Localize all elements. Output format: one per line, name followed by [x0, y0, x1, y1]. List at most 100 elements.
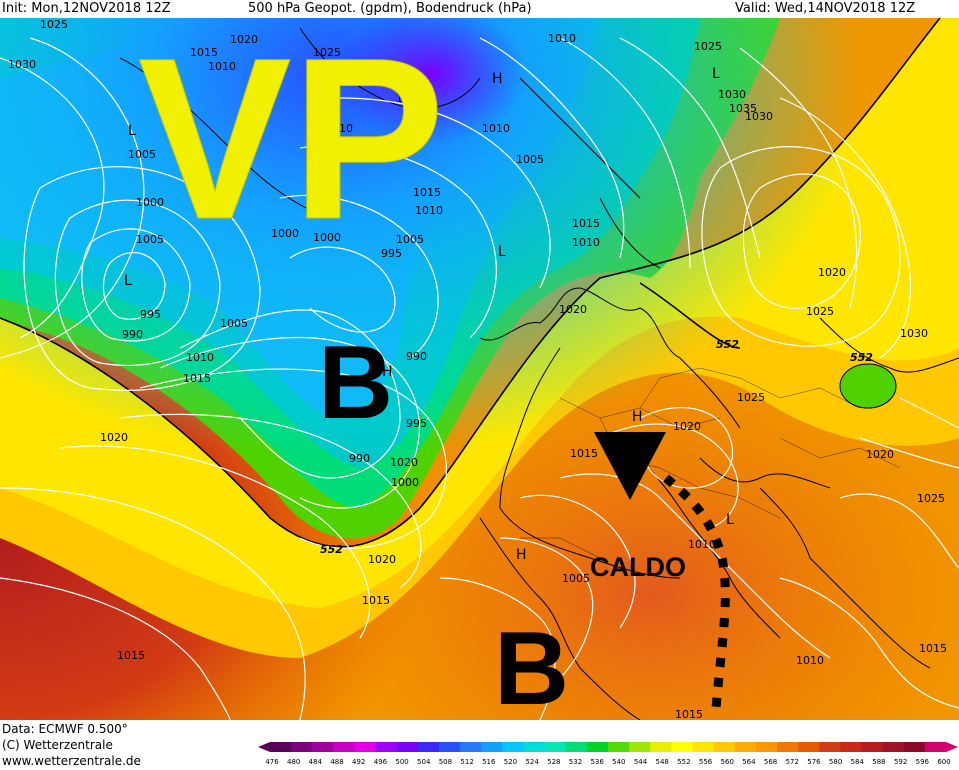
- color-legend-tick-label: 600: [937, 758, 950, 766]
- color-legend-tick-label: 540: [612, 758, 625, 766]
- low-north-annotation: B: [318, 325, 393, 441]
- isobar-label: 1015: [183, 372, 211, 385]
- map-footer: Data: ECMWF 0.500° (C) Wetterzentrale ww…: [0, 720, 959, 770]
- high-center: H: [516, 547, 527, 563]
- isobar-label: 1015: [190, 46, 218, 59]
- icelandic-core: [0, 18, 959, 720]
- isobar-label: 1020: [368, 553, 396, 566]
- low-center: L: [128, 123, 136, 139]
- pressure-centers: H H H H L L L L L: [124, 66, 734, 563]
- isobar-label: 995: [381, 247, 402, 260]
- isobar-label: 1015: [117, 649, 145, 662]
- isobar-labels: 1025 1030 1020 1015 1010 1005 1000 995 9…: [8, 18, 947, 720]
- color-legend-tick-label: 488: [330, 758, 343, 766]
- valid-time: Valid: Wed,14NOV2018 12Z: [735, 1, 916, 16]
- color-legend-tick-label: 492: [352, 758, 365, 766]
- color-legend-tick-label: 572: [786, 758, 799, 766]
- color-legend-tick-label: 556: [699, 758, 713, 766]
- isobar-label: 1005: [313, 164, 341, 177]
- isobars: [0, 37, 959, 720]
- color-legend-swatch: [608, 742, 630, 752]
- isobar-label: 1025: [737, 391, 765, 404]
- init-time: Init: Mon,12NOV2018 12Z: [2, 1, 171, 16]
- color-legend-swatch: [460, 742, 482, 752]
- color-legend-swatch: [840, 742, 862, 752]
- color-legend-tick-label: 592: [894, 758, 907, 766]
- color-legend-swatch: [312, 742, 334, 752]
- isobar-label: 1030: [900, 327, 928, 340]
- isobar-label: 1000: [271, 227, 299, 240]
- color-legend-swatch: [819, 742, 841, 752]
- color-legend-tick-label: 516: [482, 758, 496, 766]
- isobar-label: 1015: [308, 79, 336, 92]
- map-header: Init: Mon,12NOV2018 12Z 500 hPa Geopot. …: [0, 0, 959, 18]
- weather-map: 1025 1030 1020 1015 1010 1005 1000 995 9…: [0, 18, 959, 720]
- color-legend-tick-label: 532: [569, 758, 582, 766]
- isobar-label: 1015: [570, 447, 598, 460]
- isobar-label: 1015: [396, 92, 424, 105]
- color-legend-swatch: [650, 742, 672, 752]
- warm-advection-triangle: [594, 432, 666, 500]
- color-legend-swatch: [671, 742, 693, 752]
- isobar-label: 1010: [688, 538, 716, 551]
- color-legend-swatch: [755, 742, 778, 752]
- isobar-label: 1025: [694, 40, 722, 53]
- color-legend-tick-label: 512: [460, 758, 473, 766]
- color-legend-tick-label: 548: [656, 758, 669, 766]
- isobar-label: 1025: [40, 18, 68, 31]
- isobar-label: 1015: [919, 642, 947, 655]
- color-legend-swatch: [734, 742, 757, 752]
- isobar-label: 995: [140, 308, 161, 321]
- color-legend-arrow-right: [946, 742, 958, 752]
- isobar-label: 1010: [208, 60, 236, 73]
- low-center: L: [712, 66, 720, 82]
- isobar-label: 1000: [313, 231, 341, 244]
- color-legend-tick-label: 536: [590, 758, 604, 766]
- isobar-label: 1030: [745, 110, 773, 123]
- isobar-label: 1030: [718, 88, 746, 101]
- low-center: L: [726, 512, 734, 528]
- isobar-label: 1010: [186, 351, 214, 364]
- isobar-label: 1025: [806, 305, 834, 318]
- color-legend-swatch: [692, 742, 715, 752]
- isobar-label: 995: [406, 417, 427, 430]
- color-legend-tick-label: 504: [417, 758, 431, 766]
- color-legend-swatch: [882, 742, 905, 752]
- isobar-label: 1025: [917, 492, 945, 505]
- isobar-label: 1025: [313, 46, 341, 59]
- geopot-label: 552: [320, 543, 343, 556]
- isobar-label: 1005: [220, 317, 248, 330]
- isobar-label: 1020: [866, 448, 894, 461]
- copyright: (C) Wetterzentrale: [2, 738, 113, 752]
- isobar-label: 1010: [482, 122, 510, 135]
- color-legend-tick-label: 500: [395, 758, 408, 766]
- geopot-552-labels: 552 552 552: [320, 338, 873, 556]
- color-legend-swatch: [544, 742, 567, 752]
- isobar-label: 1020: [100, 431, 128, 444]
- color-legend-tick-label: 552: [677, 758, 690, 766]
- color-legend-swatch: [924, 742, 947, 752]
- color-legend-tick-label: 544: [634, 758, 648, 766]
- isobar-label: 1015: [362, 594, 390, 607]
- isobar-label: 1020: [818, 266, 846, 279]
- map-title: 500 hPa Geopot. (gpdm), Bodendruck (hPa): [248, 1, 532, 16]
- isobar-label: 990: [406, 350, 427, 363]
- data-source: Data: ECMWF 0.500°: [2, 722, 128, 736]
- color-legend-swatch: [777, 742, 799, 752]
- color-legend-tick-label: 576: [807, 758, 821, 766]
- color-legend-swatch: [861, 742, 884, 752]
- isobar-label: 1015: [572, 217, 600, 230]
- color-legend-tick-label: 568: [764, 758, 777, 766]
- isobar-label: 1015: [675, 708, 703, 720]
- color-legend-swatch: [713, 742, 736, 752]
- color-legend-tick-label: 508: [439, 758, 452, 766]
- color-legend-tick-label: 496: [374, 758, 388, 766]
- isobar-label: 1020: [673, 420, 701, 433]
- color-legend-swatch: [375, 742, 398, 752]
- color-legend-swatch: [354, 742, 377, 752]
- isobar-label: 1010: [548, 32, 576, 45]
- geopot-552-line: [0, 18, 941, 548]
- color-legend-ticks: 476 480 484 488 492 496 500 504 508 512 516 520 524 5…: [265, 758, 950, 766]
- color-legend-swatch: [565, 742, 588, 752]
- isobar-label: 1020: [390, 456, 418, 469]
